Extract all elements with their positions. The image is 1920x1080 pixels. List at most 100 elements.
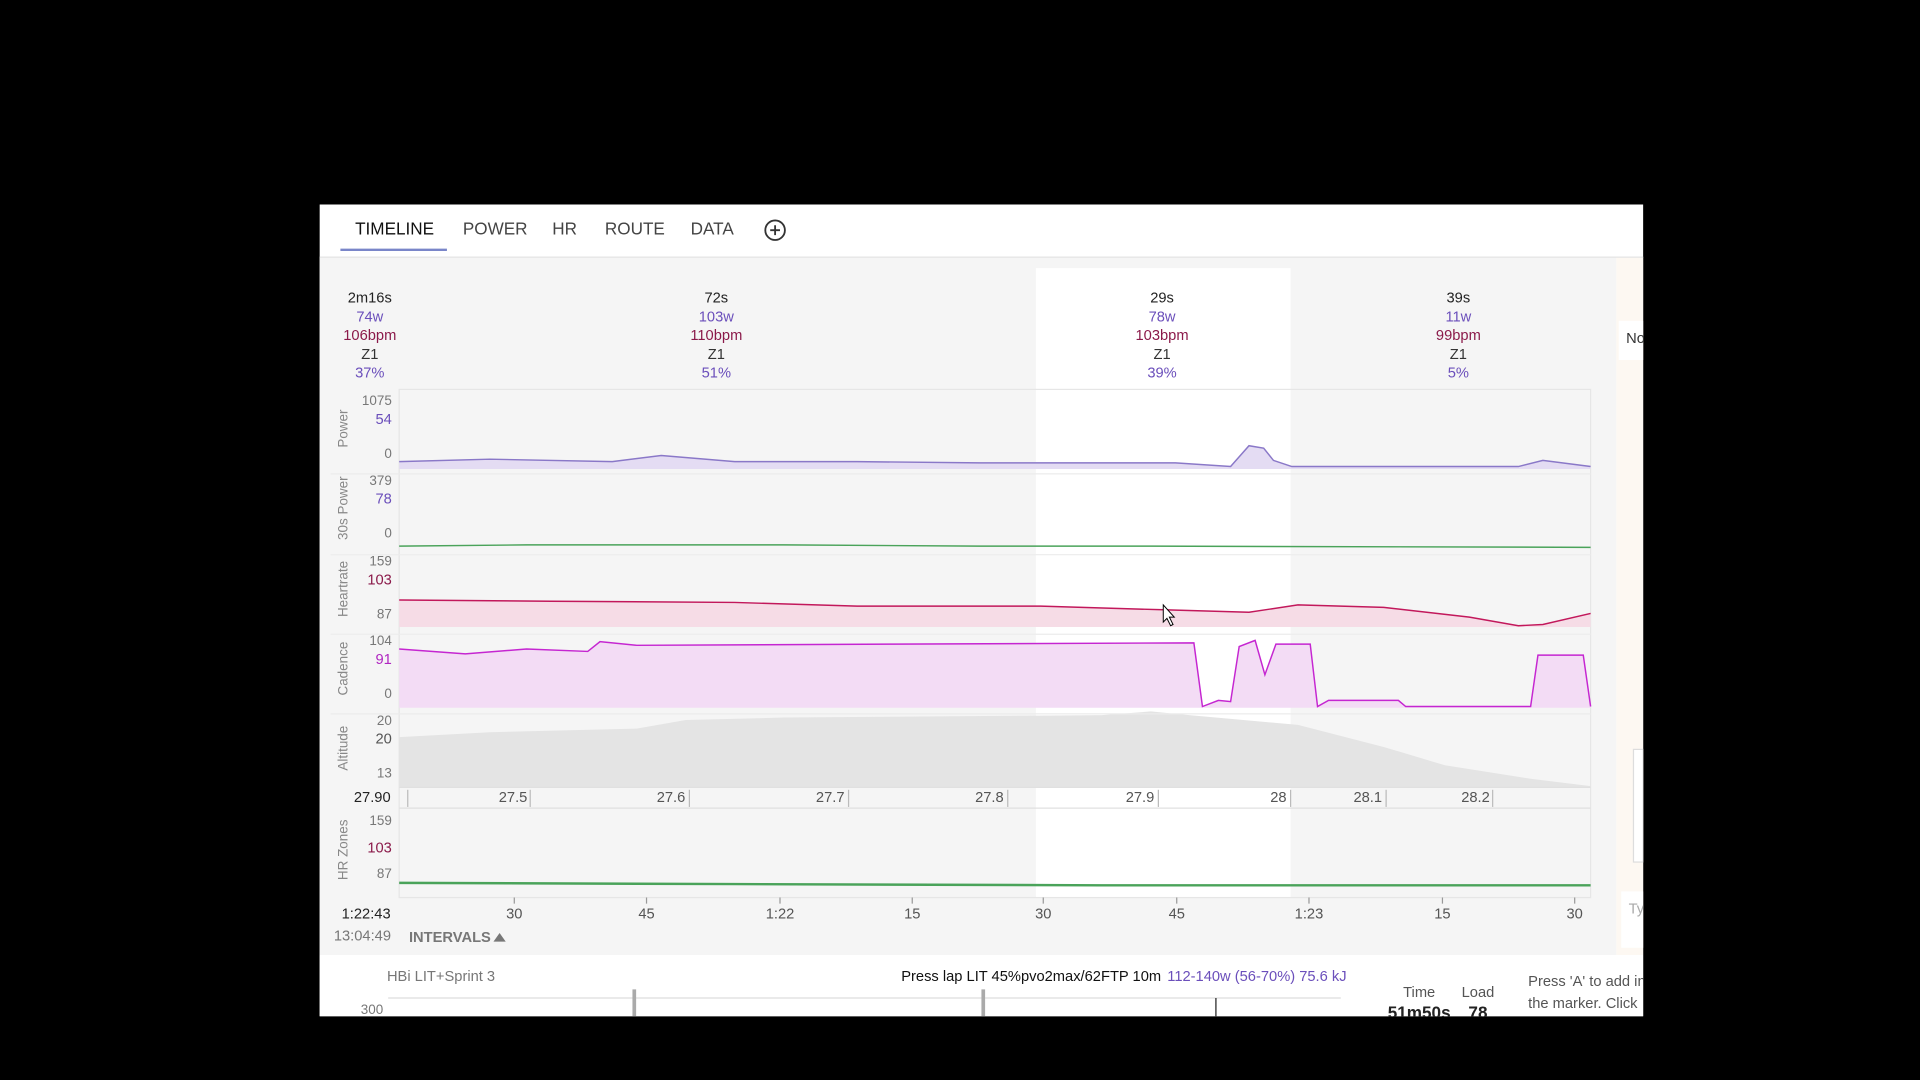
interval-hr: 110bpm: [690, 328, 742, 344]
distance-tick-label: 27.5: [499, 790, 528, 806]
interval-power: 78w: [1149, 309, 1176, 325]
time-tick-label: 1:23: [1295, 907, 1324, 923]
interval-hr: 99bpm: [1436, 328, 1481, 344]
hint: the marker. Click: [1528, 996, 1638, 1012]
tab[interactable]: POWER: [463, 219, 528, 239]
interval-duration: 2m16s: [348, 291, 392, 307]
distance-tick-label: 27.8: [975, 790, 1004, 806]
row-min: 0: [384, 446, 391, 461]
time-tick-label: 1:22: [766, 907, 795, 923]
power30-trace: [399, 544, 1591, 549]
distance-tick-label: 27.6: [657, 790, 686, 806]
distance-current: 27.90: [354, 790, 391, 806]
side-text: No: [1626, 331, 1645, 347]
interval-percent: 5%: [1448, 366, 1469, 382]
row-min: 87: [377, 606, 392, 621]
hint: Press 'A' to add in: [1528, 974, 1645, 990]
cadence-area: [399, 640, 1591, 708]
interval-percent: 39%: [1147, 366, 1176, 382]
workout-step: Press lap LIT 45%pvo2max/62FTP 10m 112-14…: [901, 969, 1346, 985]
row-min: 0: [384, 525, 391, 540]
interval-zone: Z1: [708, 347, 725, 363]
mouse-cursor: [1162, 603, 1176, 627]
time-tick-label: 15: [1434, 907, 1450, 923]
interval-hr: 106bpm: [343, 328, 396, 344]
row-label: Cadence: [336, 642, 351, 696]
time-clock: 13:04:49: [334, 929, 391, 945]
row-current: 103: [367, 840, 392, 856]
row-max: 159: [369, 813, 391, 828]
time-tick-label: 30: [506, 907, 522, 923]
interval-zone: Z1: [1450, 347, 1467, 363]
app-window: TIMELINE POWER HR ROUTE DATA 2m16s 74w 106bpm Z1…: [319, 204, 1645, 1022]
app-content: TIMELINE POWER HR ROUTE DATA 2m16s 74w 106bpm Z1…: [319, 204, 1645, 1022]
distance-tick-label: 27.7: [816, 790, 845, 806]
intervals-toggle[interactable]: INTERVALS: [409, 930, 491, 946]
time-current: 1:22:43: [342, 907, 391, 923]
add-plus[interactable]: [770, 225, 780, 236]
side-text: Ty: [1629, 902, 1645, 918]
time-tick-label: 15: [904, 907, 920, 923]
time-tick-label: 45: [1169, 907, 1185, 923]
distance-tick-label: 28.1: [1353, 790, 1382, 806]
row-label: 30s Power: [336, 476, 351, 540]
add-circle[interactable]: [764, 219, 786, 241]
row-max: 1075: [362, 393, 392, 408]
row-max: 159: [369, 554, 391, 569]
row-current: 54: [375, 412, 391, 428]
interval-duration: 39s: [1447, 291, 1471, 307]
interval-percent: 51%: [702, 366, 731, 382]
tab[interactable]: DATA: [691, 219, 735, 239]
interval-zone: Z1: [1153, 347, 1170, 363]
tab[interactable]: ROUTE: [605, 219, 665, 239]
row-max: 104: [369, 633, 392, 648]
row-min: 0: [384, 686, 391, 701]
row-min: 13: [377, 765, 392, 780]
step-target: 112-140w (56-70%) 75.6 kJ: [1167, 969, 1346, 985]
stat-label: Time: [1403, 985, 1435, 1001]
tab[interactable]: TIMELINE: [355, 219, 434, 239]
cadence-trace: [399, 639, 1592, 708]
time-tick-label: 45: [638, 907, 654, 923]
hr-trace: [399, 599, 1591, 627]
interval-percent: 37%: [355, 366, 384, 382]
intervals-caret[interactable]: [493, 933, 506, 942]
row-current: 91: [375, 652, 391, 668]
interval-duration: 72s: [704, 291, 728, 307]
plot-frame: [398, 388, 1592, 899]
interval-power: 103w: [699, 309, 735, 325]
row-min: 87: [377, 866, 392, 881]
interval-duration: 29s: [1150, 291, 1174, 307]
time-tick-label: 30: [1567, 907, 1583, 923]
row-label: Altitude: [336, 726, 351, 771]
hr-area: [399, 600, 1591, 627]
distance-tick-label: 28: [1270, 790, 1286, 806]
stat-value: 78: [1468, 1002, 1487, 1022]
row-label: HR Zones: [336, 819, 351, 880]
side-input: [1621, 891, 1644, 948]
distance-tick-label: 27.9: [1126, 790, 1155, 806]
row-current: 103: [367, 572, 392, 588]
altitude-area: [399, 711, 1591, 788]
row-max: 379: [369, 473, 391, 488]
power-trace: [399, 444, 1591, 468]
stat-label: Load: [1462, 985, 1495, 1001]
row-label: Heartrate: [336, 561, 351, 617]
stat-value: 51m50s: [1388, 1002, 1451, 1022]
workout-axis-label: 300: [361, 1002, 383, 1017]
selected-interval: [1035, 268, 1291, 898]
interval-power: 74w: [356, 309, 383, 325]
time-tick-label: 30: [1035, 907, 1051, 923]
power-area: [399, 445, 1591, 469]
tab[interactable]: HR: [552, 219, 577, 239]
row-max: 20: [377, 713, 392, 728]
hr-zones-trace: [399, 881, 1591, 887]
side-field: [1618, 320, 1644, 360]
side-box: [1632, 748, 1644, 863]
interval-power: 11w: [1445, 309, 1471, 325]
step-text: Press lap LIT 45%pvo2max/62FTP 10m: [901, 969, 1161, 985]
interval-zone: Z1: [361, 347, 378, 363]
add-tab-icon[interactable]: [764, 219, 786, 241]
